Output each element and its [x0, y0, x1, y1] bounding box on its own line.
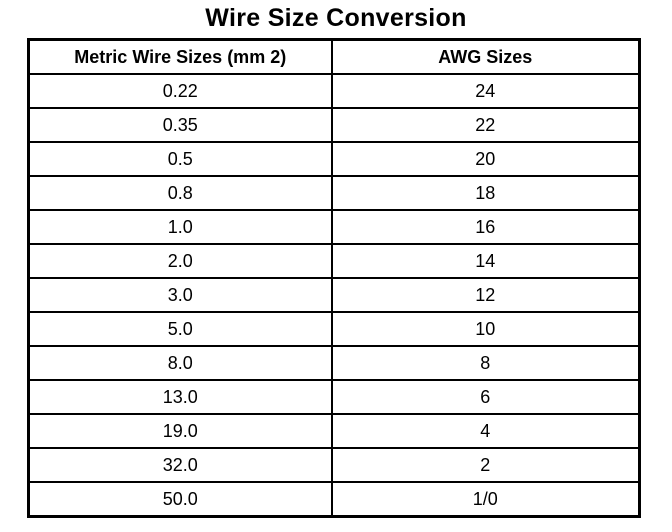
metric-size-cell: 19.0 — [27, 413, 333, 449]
wire-size-table: Metric Wire Sizes (mm 2) AWG Sizes 0.22 2… — [27, 38, 641, 518]
table-row: 0.35 22 — [27, 107, 641, 143]
awg-size-cell: 24 — [330, 73, 641, 109]
metric-size-cell: 2.0 — [27, 243, 333, 279]
awg-size-cell: 14 — [330, 243, 641, 279]
page-title: Wire Size Conversion — [205, 4, 467, 32]
awg-size-cell: 20 — [330, 141, 641, 177]
header-metric: Metric Wire Sizes (mm 2) — [27, 38, 333, 75]
metric-size-cell: 8.0 — [27, 345, 333, 381]
table-row: 32.0 2 — [27, 447, 641, 483]
table-row: 0.22 24 — [27, 73, 641, 109]
awg-size-cell: 4 — [330, 413, 641, 449]
awg-size-cell: 12 — [330, 277, 641, 313]
table-row: 1.0 16 — [27, 209, 641, 245]
awg-size-cell: 2 — [330, 447, 641, 483]
metric-size-cell: 3.0 — [27, 277, 333, 313]
awg-size-cell: 6 — [330, 379, 641, 415]
table-row: 2.0 14 — [27, 243, 641, 279]
awg-size-cell: 22 — [330, 107, 641, 143]
table-row: 0.5 20 — [27, 141, 641, 177]
metric-size-cell: 0.5 — [27, 141, 333, 177]
awg-size-cell: 10 — [330, 311, 641, 347]
metric-size-cell: 13.0 — [27, 379, 333, 415]
table-row: 13.0 6 — [27, 379, 641, 415]
awg-size-cell: 16 — [330, 209, 641, 245]
metric-size-cell: 32.0 — [27, 447, 333, 483]
awg-size-cell: 8 — [330, 345, 641, 381]
awg-size-cell: 1/0 — [330, 481, 641, 518]
table-row: 5.0 10 — [27, 311, 641, 347]
header-awg: AWG Sizes — [330, 38, 641, 75]
table-row: 0.8 18 — [27, 175, 641, 211]
awg-size-cell: 18 — [330, 175, 641, 211]
metric-size-cell: 0.8 — [27, 175, 333, 211]
table-row: 3.0 12 — [27, 277, 641, 313]
metric-size-cell: 50.0 — [27, 481, 333, 518]
table-row: 19.0 4 — [27, 413, 641, 449]
metric-size-cell: 0.22 — [27, 73, 333, 109]
metric-size-cell: 5.0 — [27, 311, 333, 347]
table-row: 8.0 8 — [27, 345, 641, 381]
table-row: 50.0 1/0 — [27, 481, 641, 518]
header-row: Metric Wire Sizes (mm 2) AWG Sizes — [27, 38, 641, 75]
metric-size-cell: 0.35 — [27, 107, 333, 143]
metric-size-cell: 1.0 — [27, 209, 333, 245]
